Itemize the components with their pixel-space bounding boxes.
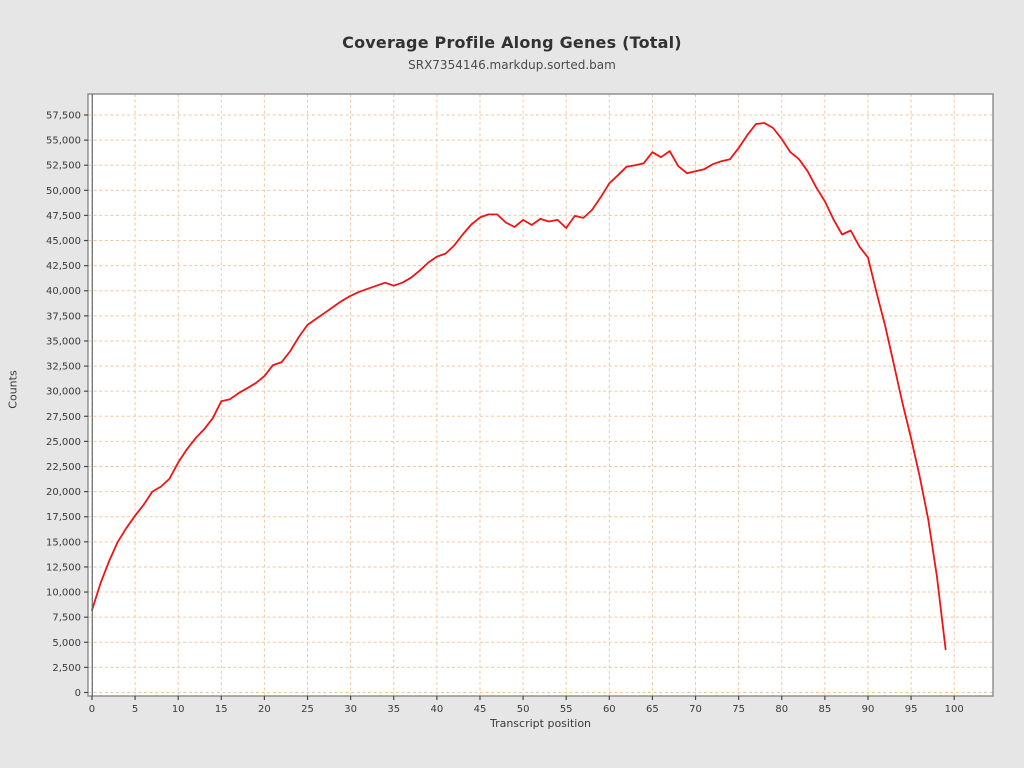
plot-border: [87, 93, 994, 697]
y-tick-label: 42,500: [46, 261, 81, 272]
y-tick-label: 0: [75, 688, 81, 699]
y-tick-label: 52,500: [46, 161, 81, 172]
y-tick-label: 27,500: [46, 412, 81, 423]
x-tick-label: 15: [215, 704, 228, 715]
y-tick-label: 5,000: [52, 638, 81, 649]
x-tick-label: 85: [818, 704, 831, 715]
x-tick-label: 65: [646, 704, 659, 715]
y-tick-label: 7,500: [52, 613, 81, 624]
x-tick-label: 95: [905, 704, 918, 715]
y-tick-label: 12,500: [46, 562, 81, 573]
tick-marks: [84, 114, 955, 700]
chart-subtitle: SRX7354146.markdup.sorted.bam: [408, 58, 616, 72]
x-tick-label: 60: [603, 704, 616, 715]
y-axis-title: Counts: [6, 370, 20, 409]
x-tick-label: 25: [301, 704, 314, 715]
y-tick-label: 20,000: [46, 487, 81, 498]
plot-area: [88, 94, 993, 696]
x-tick-label: 35: [387, 704, 400, 715]
x-axis-title: Transcript position: [489, 717, 592, 730]
x-tick-label: 45: [474, 704, 487, 715]
y-tick-label: 50,000: [46, 186, 81, 197]
x-tick-label: 0: [89, 704, 95, 715]
y-tick-label: 55,000: [46, 136, 81, 147]
y-tick-label: 30,000: [46, 387, 81, 398]
x-tick-label: 20: [258, 704, 271, 715]
y-tick-label: 57,500: [46, 110, 81, 121]
x-tick-label: 55: [560, 704, 573, 715]
x-tick-label: 70: [689, 704, 702, 715]
y-tick-label: 45,000: [46, 236, 81, 247]
x-tick-label: 50: [517, 704, 530, 715]
y-tick-label: 47,500: [46, 211, 81, 222]
y-tick-label: 40,000: [46, 286, 81, 297]
y-tick-label: 25,000: [46, 437, 81, 448]
y-tick-label: 22,500: [46, 462, 81, 473]
y-tick-label: 10,000: [46, 588, 81, 599]
x-tick-label: 75: [732, 704, 745, 715]
y-tick-label: 35,000: [46, 336, 81, 347]
tick-labels: 0 2,500 5,000 7,500 10,000 12,500 15,000 17,500…: [46, 110, 964, 715]
x-tick-label: 90: [862, 704, 875, 715]
y-tick-label: 2,500: [52, 663, 81, 674]
coverage-series-line: [91, 122, 947, 651]
x-tick-label: 40: [430, 704, 443, 715]
x-tick-label: 30: [344, 704, 357, 715]
y-tick-label: 37,500: [46, 311, 81, 322]
y-tick-label: 15,000: [46, 537, 81, 548]
x-tick-label: 10: [172, 704, 185, 715]
x-tick-label: 100: [945, 704, 964, 715]
x-tick-label: 5: [132, 704, 138, 715]
y-tick-label: 17,500: [46, 512, 81, 523]
x-tick-label: 80: [775, 704, 788, 715]
y-tick-label: 32,500: [46, 362, 81, 373]
chart-title: Coverage Profile Along Genes (Total): [342, 33, 682, 52]
